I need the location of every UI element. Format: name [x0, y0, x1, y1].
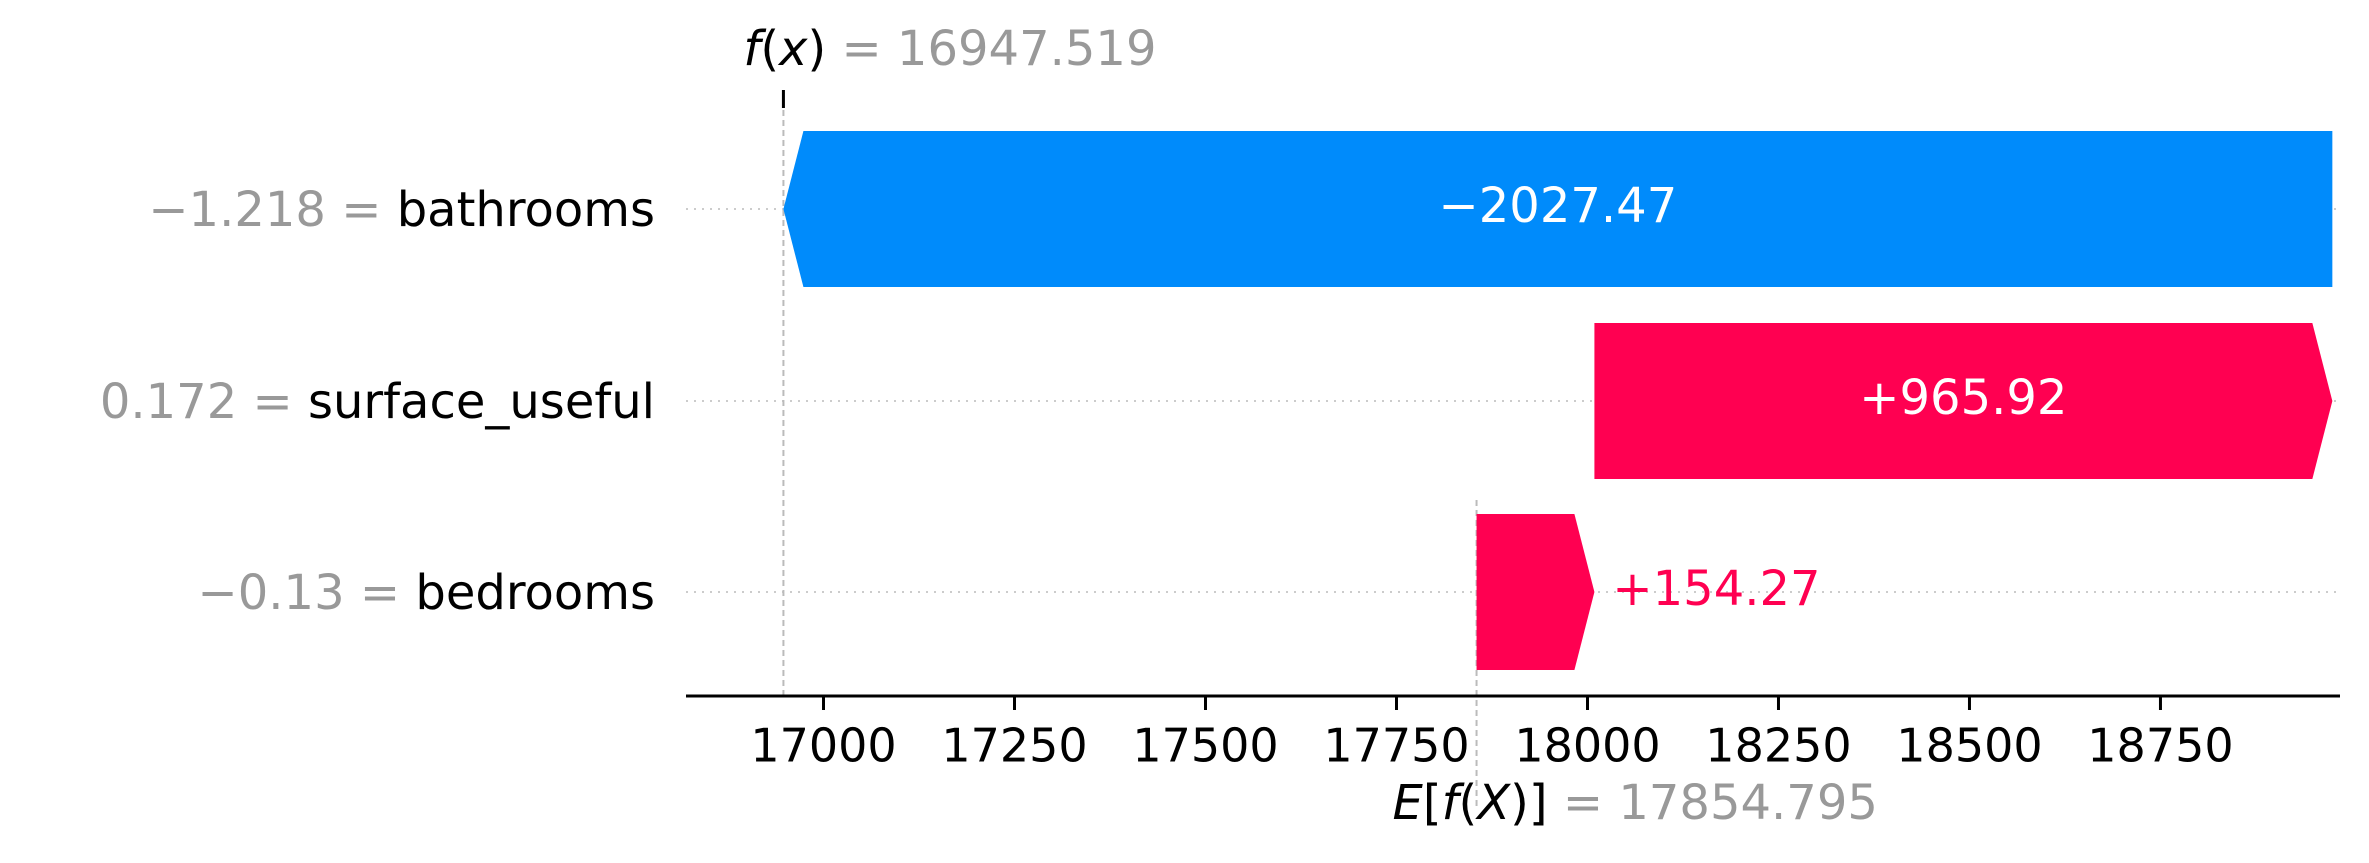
- ex-paren: (: [1459, 775, 1478, 831]
- x-tick-label: 18250: [1705, 719, 1851, 773]
- value-annotations: −2027.47 +965.92 +154.27 f(x) = 16947.519 E[…: [743, 21, 2067, 831]
- fx-value: = 16947.519: [826, 21, 1156, 77]
- feature-name: surface_useful: [308, 374, 655, 430]
- feature-label: 0.172 = surface_useful: [100, 374, 655, 430]
- feature-value: 0.172 =: [100, 374, 308, 430]
- contribution-bars: [783, 131, 2333, 670]
- x-tick-label: 17500: [1132, 719, 1278, 773]
- ex-value: = 17854.795: [1548, 775, 1878, 831]
- feature-label: −1.218 = bathrooms: [148, 182, 655, 238]
- feature-name: bathrooms: [397, 182, 655, 238]
- ex-annotation: E[f(X)] = 17854.795: [1393, 775, 1878, 831]
- x-tick-label: 18750: [2087, 719, 2233, 773]
- x-tick-label: 17750: [1323, 719, 1469, 773]
- x-tick-label: 18000: [1514, 719, 1660, 773]
- x-axis: 17000 17250 17500 17750 18000 18250 18500 18750: [686, 694, 2340, 773]
- bar-value-label: +965.92: [1859, 370, 2067, 426]
- ex-close: )]: [1510, 775, 1547, 831]
- fx-var: x: [777, 21, 808, 77]
- x-tick-label: 17000: [750, 719, 896, 773]
- feature-value: −1.218 =: [148, 182, 396, 238]
- bar-value-label: +154.27: [1612, 561, 1820, 617]
- ex-bracket: [: [1423, 775, 1442, 831]
- ex-var: X: [1474, 775, 1511, 831]
- feature-label: −0.13 = bedrooms: [198, 565, 655, 621]
- bar-bathrooms: [783, 131, 2333, 287]
- feature-labels: −1.218 = bathrooms 0.172 = surface_useful…: [100, 182, 655, 621]
- fx-annotation: f(x) = 16947.519: [743, 21, 1156, 77]
- feature-value: −0.13 =: [198, 565, 416, 621]
- feature-name: bedrooms: [415, 565, 655, 621]
- bar-bedrooms: [1476, 514, 1595, 670]
- x-tick-label: 18500: [1896, 719, 2042, 773]
- ex-symbol: E: [1393, 775, 1424, 831]
- bar-surface_useful: [1594, 323, 2333, 479]
- bar-value-label: −2027.47: [1439, 178, 1678, 234]
- fx-paren: ): [807, 21, 826, 77]
- x-tick-label: 17250: [941, 719, 1087, 773]
- fx-paren: (: [760, 21, 779, 77]
